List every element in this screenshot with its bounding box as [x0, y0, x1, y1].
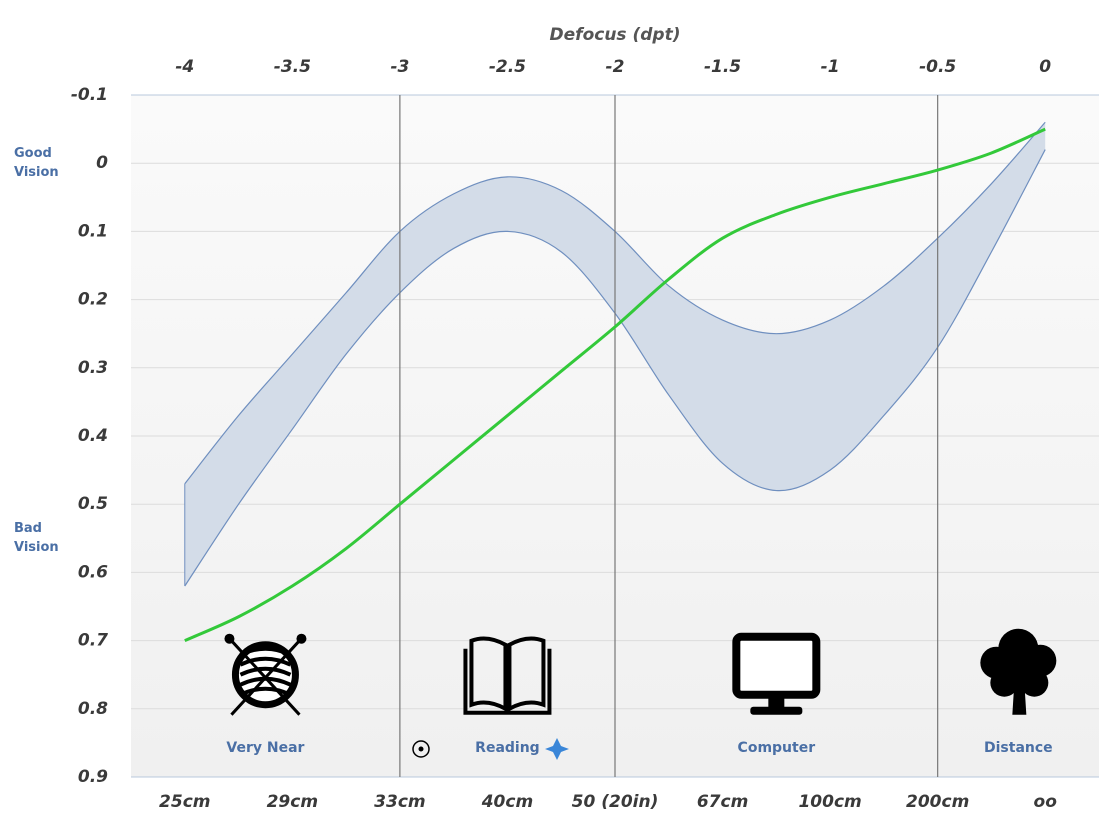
x-bottom-label: 25cm — [159, 792, 210, 812]
x-tick-label: -1.5 — [704, 57, 741, 77]
y-tick-label: 0.7 — [78, 631, 108, 651]
icon-knob — [224, 633, 235, 644]
y-tick-label: 0.8 — [78, 699, 108, 719]
zone-icon — [463, 636, 552, 715]
y-tick-label: 0.1 — [78, 221, 108, 241]
zone-label: Very Near — [226, 740, 304, 756]
zone-icon — [224, 633, 307, 716]
y-tick-label: 0.5 — [78, 494, 108, 514]
x-tick-label: -4 — [175, 57, 194, 77]
x-tick-label: -2.5 — [489, 57, 526, 77]
icon-knob — [296, 633, 307, 644]
x-tick-label: -3 — [390, 57, 409, 77]
icon-target-dot — [418, 746, 424, 752]
icon-yarn-line — [239, 656, 292, 667]
y-tick-label: -0.1 — [71, 85, 108, 105]
icon-yarn-line — [239, 666, 292, 677]
x-bottom-label: 50 (20in) — [572, 792, 659, 812]
series-line — [184, 127, 1046, 642]
icon-needle — [230, 639, 301, 716]
x-bottom-label: 200cm — [906, 792, 969, 812]
icon-leaf — [1002, 654, 1035, 687]
x-bottom-label: oo — [1034, 792, 1058, 812]
y-tick-label: 0 — [96, 153, 108, 173]
y-tick-label: 0.6 — [78, 562, 108, 582]
x-tick-label: -0.5 — [919, 57, 956, 77]
x-tick-label: 0 — [1039, 57, 1051, 77]
y-tick-label: 0.2 — [78, 290, 108, 310]
band-upper — [184, 121, 1046, 485]
zone-icon — [732, 632, 821, 715]
y-tick-label: 0.3 — [78, 358, 108, 378]
icon-target — [412, 740, 430, 758]
zone-label: Computer — [738, 740, 816, 756]
icon-sparkle — [545, 738, 569, 760]
icon-monitor — [732, 632, 821, 699]
zone-label: Reading — [475, 740, 540, 756]
x-bottom-label: 100cm — [798, 792, 861, 812]
x-tick-label: -3.5 — [274, 57, 311, 77]
icon-book — [463, 636, 552, 715]
x-axis-title: Defocus (dpt) — [550, 25, 681, 45]
x-tick-label: -1 — [821, 57, 840, 77]
x-bottom-label: 29cm — [267, 792, 318, 812]
y-tick-label: 0.4 — [78, 426, 108, 446]
x-tick-label: -2 — [606, 57, 625, 77]
x-bottom-label: 67cm — [697, 792, 748, 812]
y-annotation: Bad Vision — [14, 521, 59, 556]
y-tick-label: 0.9 — [78, 767, 108, 787]
x-bottom-label: 40cm — [481, 792, 533, 812]
icon-stand — [768, 696, 785, 709]
icon-yarn-line — [239, 686, 292, 697]
y-annotation: Good Vision — [14, 146, 59, 181]
icon-base — [750, 706, 803, 715]
x-bottom-label: 33cm — [374, 792, 425, 812]
zone-label: Distance — [984, 740, 1053, 756]
zone-icon — [980, 628, 1057, 715]
